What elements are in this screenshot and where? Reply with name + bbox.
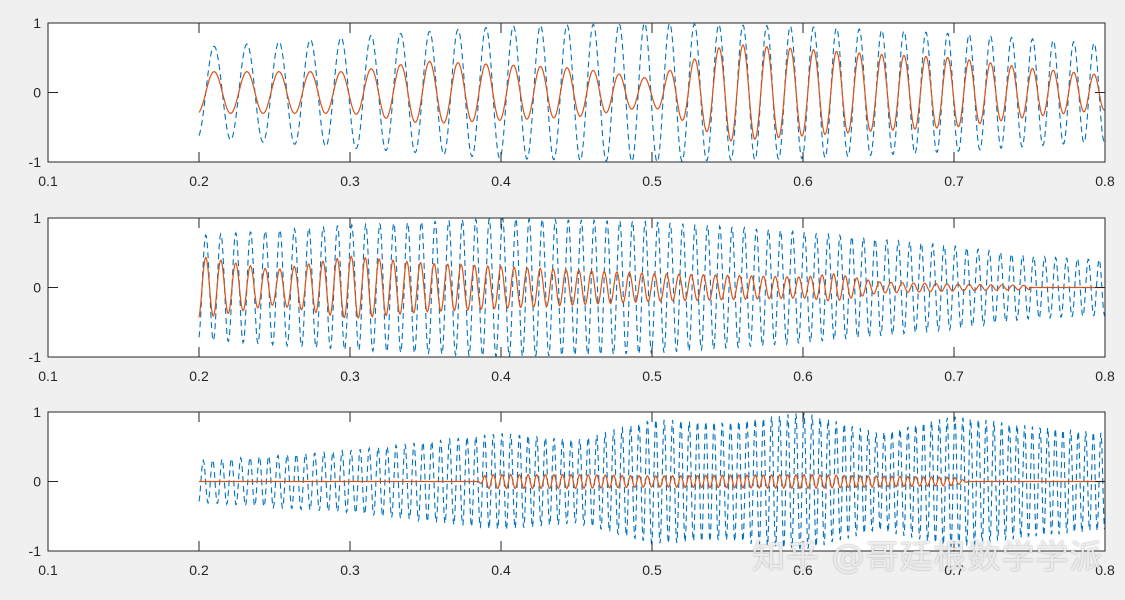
x-tick-label: 0.2	[189, 173, 209, 189]
y-tick-label: 1	[33, 404, 41, 420]
x-tick-label: 0.5	[642, 368, 662, 384]
x-tick-label: 0.6	[793, 562, 813, 578]
x-tick-label: 0.6	[793, 173, 813, 189]
y-tick-label: -1	[29, 543, 42, 559]
y-tick-label: 1	[33, 210, 41, 226]
watermark: 知乎 @哥廷根数学学派	[752, 537, 1104, 576]
x-tick-label: 0.3	[340, 173, 360, 189]
x-tick-label: 0.2	[189, 562, 209, 578]
x-tick-label: 0.4	[491, 173, 511, 189]
x-tick-label: 0.1	[38, 173, 58, 189]
x-tick-label: 0.4	[491, 368, 511, 384]
plot-area	[48, 218, 1105, 357]
x-tick-label: 0.8	[1095, 173, 1115, 189]
x-tick-label: 0.6	[793, 368, 813, 384]
y-tick-label: 1	[33, 15, 41, 31]
subplot-1: 0.1 0.2 0.3 0.4 0.5 0.6 0.7 0.8 -1 0 1	[29, 15, 1115, 189]
x-tick-label: 0.1	[38, 368, 58, 384]
x-tick-label: 0.3	[340, 562, 360, 578]
x-tick-label: 0.5	[642, 173, 662, 189]
solid-filtered-line	[199, 473, 1105, 490]
x-tick-label: 0.3	[340, 368, 360, 384]
x-tick-label: 0.4	[491, 562, 511, 578]
x-tick-label: 0.7	[944, 562, 964, 578]
x-tick-label: 0.7	[944, 368, 964, 384]
x-tick-label: 0.5	[642, 562, 662, 578]
y-tick-label: -1	[29, 349, 42, 365]
x-tick-label: 0.8	[1095, 368, 1115, 384]
x-tick-label: 0.1	[38, 562, 58, 578]
solid-filtered-line	[198, 44, 1105, 142]
y-tick-label: 0	[33, 474, 41, 490]
subplot-3: 0.1 0.2 0.3 0.4 0.5 0.6 0.7 0.8 -1 0 1	[29, 404, 1115, 578]
plot-area	[48, 23, 1105, 162]
x-tick-label: 0.2	[189, 368, 209, 384]
x-tick-label: 0.7	[944, 173, 964, 189]
x-tick-label: 0.8	[1095, 562, 1115, 578]
y-tick-label: -1	[29, 154, 42, 170]
dashed-signal-line	[198, 23, 1105, 162]
y-tick-label: 0	[33, 85, 41, 101]
subplot-2: 0.1 0.2 0.3 0.4 0.5 0.6 0.7 0.8 -1 0 1	[29, 210, 1115, 384]
solid-filtered-line	[198, 255, 1105, 319]
y-tick-label: 0	[33, 280, 41, 296]
